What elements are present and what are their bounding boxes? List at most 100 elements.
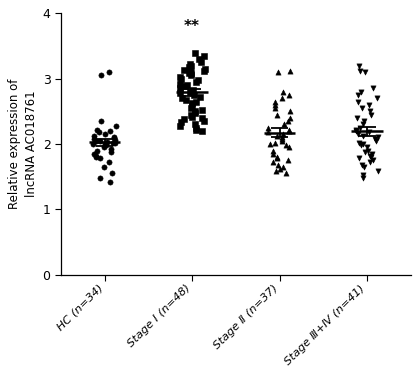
Point [361, 69, 368, 75]
Point [280, 122, 287, 128]
Point [279, 164, 286, 170]
Point [106, 69, 113, 75]
Point [354, 115, 360, 121]
Point [177, 86, 184, 92]
Point [275, 69, 282, 75]
Point [360, 133, 366, 139]
Point [186, 61, 193, 67]
Point [107, 128, 114, 134]
Point [180, 66, 187, 72]
Point [274, 112, 281, 118]
Point [272, 105, 278, 111]
Point [111, 135, 117, 141]
Point [96, 129, 103, 135]
Point [193, 124, 200, 130]
Point [357, 68, 363, 74]
Point [96, 175, 103, 181]
Point [199, 115, 206, 121]
Point [191, 108, 198, 114]
Point [286, 92, 292, 98]
Point [284, 118, 291, 124]
Point [287, 108, 293, 114]
Point [107, 146, 114, 152]
Point [375, 168, 381, 174]
Point [181, 84, 188, 90]
Point [278, 135, 285, 141]
Point [181, 116, 188, 122]
Point [191, 110, 198, 116]
Point [367, 153, 374, 159]
Point [360, 172, 367, 178]
Point [107, 149, 114, 155]
Point [269, 151, 276, 157]
Point [360, 141, 366, 147]
Point [369, 151, 376, 157]
Point [178, 76, 184, 82]
Point [176, 81, 183, 87]
Point [192, 79, 199, 85]
Point [369, 157, 376, 163]
Point [186, 64, 193, 70]
Point [192, 99, 199, 105]
Point [184, 82, 190, 88]
Point [178, 95, 185, 101]
Y-axis label: Relative expression of
lncRNA AC018761: Relative expression of lncRNA AC018761 [8, 79, 38, 209]
Point [285, 157, 292, 163]
Point [102, 141, 109, 147]
Point [272, 168, 279, 174]
Point [285, 144, 292, 150]
Point [198, 128, 205, 134]
Point [272, 99, 279, 105]
Point [367, 112, 374, 118]
Point [187, 63, 194, 69]
Point [199, 107, 206, 113]
Point [93, 154, 99, 160]
Point [106, 179, 113, 185]
Point [191, 92, 197, 98]
Point [286, 128, 292, 134]
Point [355, 63, 362, 69]
Point [265, 124, 272, 130]
Point [356, 155, 362, 161]
Point [93, 127, 100, 133]
Point [103, 139, 110, 145]
Point [101, 144, 108, 150]
Point [202, 66, 208, 72]
Point [354, 131, 361, 137]
Point [283, 142, 290, 148]
Point [186, 70, 192, 76]
Point [358, 142, 365, 148]
Point [272, 140, 279, 146]
Point [282, 170, 289, 176]
Point [195, 77, 202, 83]
Point [286, 115, 293, 121]
Point [192, 127, 199, 133]
Point [355, 92, 362, 98]
Point [373, 138, 380, 144]
Point [177, 90, 184, 96]
Point [91, 151, 97, 157]
Point [90, 141, 97, 147]
Point [197, 59, 204, 65]
Point [188, 70, 194, 76]
Point [274, 155, 281, 161]
Point [189, 87, 196, 93]
Point [196, 56, 202, 62]
Point [272, 102, 279, 108]
Point [265, 129, 272, 135]
Point [176, 123, 183, 129]
Point [112, 123, 119, 129]
Point [186, 69, 193, 75]
Point [361, 164, 367, 170]
Point [96, 138, 103, 144]
Point [183, 96, 189, 102]
Point [367, 159, 373, 165]
Point [188, 114, 195, 120]
Point [103, 142, 109, 148]
Point [365, 147, 371, 153]
Point [189, 103, 196, 109]
Point [93, 147, 100, 153]
Point [277, 166, 283, 172]
Point [98, 118, 104, 124]
Point [279, 95, 286, 101]
